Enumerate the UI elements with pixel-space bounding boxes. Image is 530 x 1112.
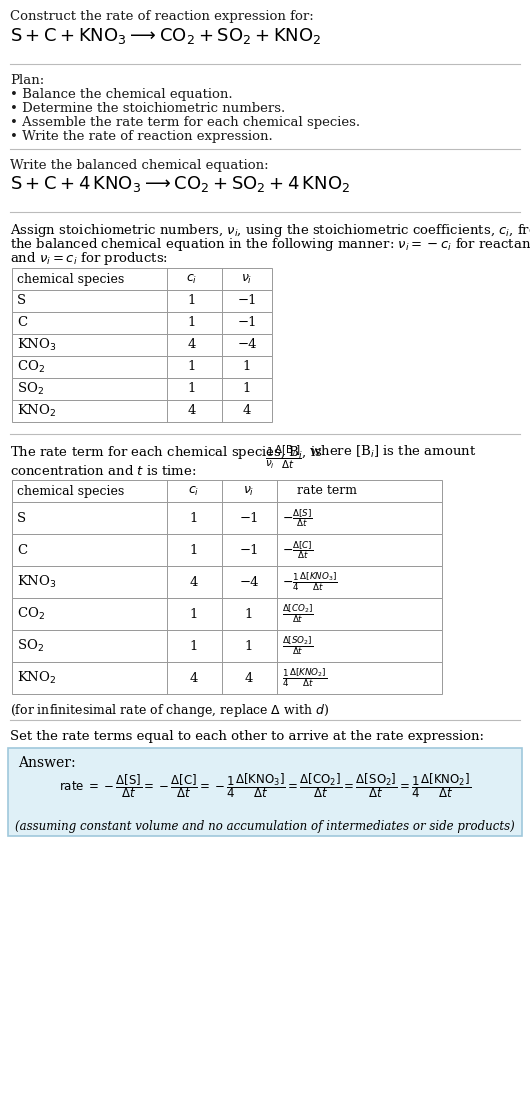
Text: 1: 1 [245,639,253,653]
Text: $-\frac{1}{4}\frac{\Delta[KNO_3]}{\Delta t}$: $-\frac{1}{4}\frac{\Delta[KNO_3]}{\Delta… [282,570,338,594]
Text: 1: 1 [190,544,198,556]
Text: concentration and $t$ is time:: concentration and $t$ is time: [10,464,197,478]
Text: KNO$_3$: KNO$_3$ [17,574,57,590]
Text: $\mathrm{S + C + 4\,KNO_3 \longrightarrow CO_2 + SO_2 + 4\,KNO_2}$: $\mathrm{S + C + 4\,KNO_3 \longrightarro… [10,173,350,193]
Text: 1: 1 [188,360,196,374]
Text: −1: −1 [239,544,259,556]
Text: (for infinitesimal rate of change, replace $\Delta$ with $d$): (for infinitesimal rate of change, repla… [10,702,329,719]
Bar [12,502,442,534]
Text: The rate term for each chemical species, B$_i$, is: The rate term for each chemical species,… [10,444,323,461]
Text: 1: 1 [245,607,253,620]
Text: 4: 4 [190,672,198,685]
Text: CO$_2$: CO$_2$ [17,606,45,622]
Text: $\nu_i$: $\nu_i$ [241,272,253,286]
Bar [12,312,272,334]
Text: −4: −4 [239,576,259,588]
Text: $\nu_i$: $\nu_i$ [243,485,255,497]
Text: $-\frac{\Delta[C]}{\Delta t}$: $-\frac{\Delta[C]}{\Delta t}$ [282,539,313,560]
Text: 1: 1 [188,317,196,329]
Text: Plan:: Plan: [10,75,44,87]
Bar [12,534,442,566]
Bar [12,356,272,378]
Text: 4: 4 [190,576,198,588]
Bar [12,400,272,421]
Bar [12,480,442,502]
Text: −4: −4 [237,338,257,351]
Bar [12,598,442,631]
Text: • Determine the stoichiometric numbers.: • Determine the stoichiometric numbers. [10,102,285,115]
Bar [12,268,272,290]
Text: Write the balanced chemical equation:: Write the balanced chemical equation: [10,159,269,172]
Text: 1: 1 [243,383,251,396]
Text: C: C [17,317,27,329]
Text: $\frac{1}{4}\frac{\Delta[KNO_2]}{\Delta t}$: $\frac{1}{4}\frac{\Delta[KNO_2]}{\Delta … [282,667,327,689]
Text: rate $= -\dfrac{\Delta[\mathrm{S}]}{\Delta t} = -\dfrac{\Delta[\mathrm{C}]}{\Del: rate $= -\dfrac{\Delta[\mathrm{S}]}{\Del… [59,772,471,801]
Text: 1: 1 [243,360,251,374]
Text: $\mathrm{S + C + KNO_3 \longrightarrow CO_2 + SO_2 + KNO_2}$: $\mathrm{S + C + KNO_3 \longrightarrow C… [10,26,321,46]
Text: • Write the rate of reaction expression.: • Write the rate of reaction expression. [10,130,273,143]
Text: 4: 4 [188,405,196,417]
Text: S: S [17,295,26,308]
Text: SO$_2$: SO$_2$ [17,381,44,397]
Text: Set the rate terms equal to each other to arrive at the rate expression:: Set the rate terms equal to each other t… [10,729,484,743]
Text: and $\nu_i = c_i$ for products:: and $\nu_i = c_i$ for products: [10,250,168,267]
Text: 4: 4 [243,405,251,417]
Text: Construct the rate of reaction expression for:: Construct the rate of reaction expressio… [10,10,314,23]
Text: KNO$_2$: KNO$_2$ [17,403,56,419]
Text: • Assemble the rate term for each chemical species.: • Assemble the rate term for each chemic… [10,116,360,129]
Bar [12,662,442,694]
Text: 1: 1 [190,607,198,620]
Text: −1: −1 [237,295,257,308]
Text: $c_i$: $c_i$ [187,272,198,286]
Text: CO$_2$: CO$_2$ [17,359,45,375]
Text: Answer:: Answer: [18,756,76,770]
Text: KNO$_3$: KNO$_3$ [17,337,57,353]
Text: 1: 1 [190,639,198,653]
Text: $\frac{\Delta[SO_2]}{\Delta t}$: $\frac{\Delta[SO_2]}{\Delta t}$ [282,635,313,657]
Bar [12,566,442,598]
Bar [8,748,522,836]
Text: 1: 1 [190,512,198,525]
Text: $\frac{\Delta[CO_2]}{\Delta t}$: $\frac{\Delta[CO_2]}{\Delta t}$ [282,603,314,625]
Text: the balanced chemical equation in the following manner: $\nu_i = -c_i$ for react: the balanced chemical equation in the fo… [10,236,530,254]
Text: $c_i$: $c_i$ [188,485,200,497]
Text: chemical species: chemical species [17,485,124,497]
Text: $-\frac{\Delta[S]}{\Delta t}$: $-\frac{\Delta[S]}{\Delta t}$ [282,507,313,529]
Text: • Balance the chemical equation.: • Balance the chemical equation. [10,88,233,101]
Text: −1: −1 [237,317,257,329]
Text: SO$_2$: SO$_2$ [17,638,44,654]
Text: 1: 1 [188,383,196,396]
Text: chemical species: chemical species [17,272,124,286]
Text: (assuming constant volume and no accumulation of intermediates or side products): (assuming constant volume and no accumul… [15,820,515,833]
Text: 1: 1 [188,295,196,308]
Text: rate term: rate term [297,485,357,497]
Text: −1: −1 [239,512,259,525]
Text: S: S [17,512,26,525]
Text: C: C [17,544,27,556]
Bar [12,378,272,400]
Text: KNO$_2$: KNO$_2$ [17,669,56,686]
Bar [12,334,272,356]
Bar [12,631,442,662]
Text: 4: 4 [188,338,196,351]
Text: $\frac{1}{\nu_i}\frac{\Delta[\mathrm{B}_i]}{\Delta t}$: $\frac{1}{\nu_i}\frac{\Delta[\mathrm{B}_… [265,444,301,471]
Bar [12,290,272,312]
Text: 4: 4 [245,672,253,685]
Text: Assign stoichiometric numbers, $\nu_i$, using the stoichiometric coefficients, $: Assign stoichiometric numbers, $\nu_i$, … [10,222,530,239]
Text: where [B$_i$] is the amount: where [B$_i$] is the amount [305,444,476,460]
